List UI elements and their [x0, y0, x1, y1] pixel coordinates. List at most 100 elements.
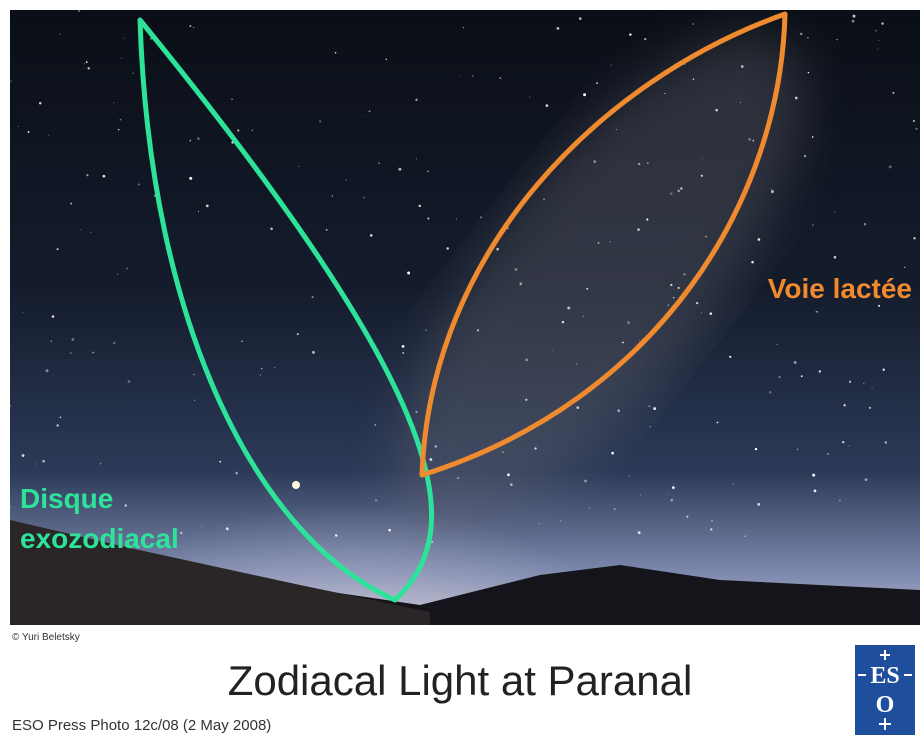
star	[638, 531, 641, 534]
star	[124, 38, 125, 39]
star	[259, 374, 261, 376]
star	[815, 311, 816, 312]
star	[270, 228, 272, 230]
star	[834, 211, 836, 213]
star	[35, 463, 36, 464]
star	[710, 528, 712, 530]
star	[757, 503, 760, 506]
exozodiacal-label: Disque	[20, 483, 113, 514]
star	[892, 92, 894, 94]
star	[670, 284, 672, 286]
logo-text: O	[876, 692, 895, 718]
star	[132, 72, 134, 74]
star	[853, 15, 856, 18]
star	[771, 189, 772, 190]
star	[121, 58, 122, 59]
star	[193, 374, 194, 375]
star	[611, 65, 612, 66]
star	[843, 404, 845, 406]
star	[644, 38, 646, 40]
star	[100, 463, 101, 464]
star	[52, 315, 55, 318]
star	[189, 177, 192, 180]
star	[80, 229, 81, 230]
star	[9, 506, 10, 507]
star	[496, 248, 499, 251]
star	[751, 261, 754, 264]
star	[113, 102, 114, 103]
star	[646, 218, 648, 220]
star	[274, 367, 275, 368]
star	[457, 477, 459, 479]
star	[733, 483, 734, 484]
logo-text: ES	[870, 663, 899, 689]
star	[678, 190, 680, 192]
star	[913, 120, 915, 122]
star	[71, 338, 74, 341]
star	[416, 158, 417, 159]
star	[705, 236, 706, 237]
star	[92, 352, 94, 354]
star	[10, 80, 12, 82]
star	[836, 39, 838, 41]
star	[622, 342, 624, 344]
star	[882, 369, 884, 371]
star	[552, 350, 553, 351]
star	[649, 426, 650, 427]
star	[637, 228, 640, 231]
star	[562, 321, 564, 323]
star	[237, 129, 239, 131]
star	[877, 49, 878, 50]
star	[477, 329, 479, 331]
star	[427, 171, 428, 172]
star	[499, 77, 501, 79]
star	[407, 272, 410, 275]
star	[616, 129, 617, 130]
star	[589, 508, 590, 509]
star	[48, 135, 49, 136]
star	[388, 529, 391, 532]
star	[614, 508, 616, 510]
star	[189, 25, 191, 27]
star	[807, 37, 808, 38]
star	[138, 184, 140, 186]
star	[365, 115, 366, 116]
star	[640, 494, 641, 495]
star	[839, 500, 841, 502]
star	[39, 102, 41, 104]
star	[878, 40, 879, 41]
star	[46, 369, 49, 372]
star	[881, 22, 883, 24]
star	[865, 478, 868, 481]
star	[78, 10, 80, 12]
star	[419, 205, 422, 208]
milky-way-label: Voie lactée	[768, 273, 912, 304]
star	[502, 451, 504, 453]
star	[18, 126, 19, 127]
star	[60, 416, 62, 418]
credit: © Yuri Beletsky	[12, 632, 80, 643]
star	[611, 452, 614, 455]
star	[520, 282, 522, 284]
star	[326, 229, 328, 231]
star	[842, 441, 844, 443]
star	[543, 199, 545, 201]
star	[402, 352, 404, 354]
star	[375, 499, 378, 502]
star	[755, 448, 757, 450]
star	[758, 238, 761, 241]
star	[456, 218, 457, 219]
star	[86, 61, 88, 63]
star	[206, 204, 209, 207]
star	[686, 516, 688, 518]
star	[702, 158, 703, 159]
star	[374, 424, 376, 426]
star	[219, 461, 221, 463]
star	[51, 341, 52, 342]
star	[673, 297, 675, 299]
star	[629, 475, 630, 476]
eso-logo: ES O	[855, 645, 915, 735]
star	[598, 242, 600, 244]
star	[582, 316, 584, 318]
star	[885, 441, 887, 443]
